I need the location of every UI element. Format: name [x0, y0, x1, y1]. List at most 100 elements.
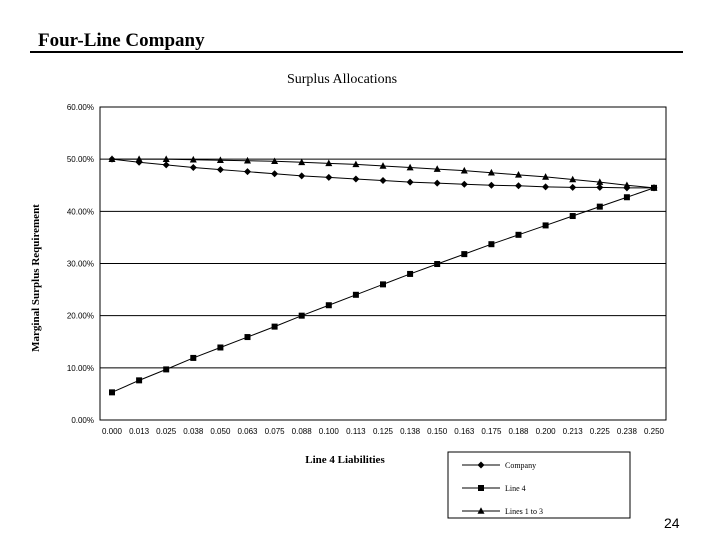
- x-tick-label: 0.225: [590, 427, 611, 436]
- data-point: [244, 334, 251, 341]
- data-point: [515, 171, 522, 178]
- data-point: [108, 155, 116, 162]
- data-point: [487, 168, 495, 176]
- x-tick-label: 0.250: [644, 427, 665, 436]
- y-tick-label: 0.00%: [71, 416, 94, 425]
- x-tick-label: 0.200: [536, 427, 557, 436]
- data-point: [406, 163, 414, 171]
- x-tick-label: 0.113: [346, 427, 366, 436]
- data-point: [244, 156, 251, 164]
- data-point: [352, 160, 360, 168]
- x-tick-label: 0.213: [563, 427, 584, 436]
- title-divider: [30, 51, 683, 53]
- data-point: [217, 344, 224, 351]
- data-point: [271, 170, 279, 178]
- data-point: [162, 155, 170, 162]
- legend-entry-company: Company: [462, 461, 536, 470]
- data-point: [216, 166, 224, 174]
- legend-label: Lines 1 to 3: [505, 507, 543, 516]
- x-tick-label: 0.038: [183, 427, 204, 436]
- data-point: [569, 213, 576, 220]
- x-tick-label: 0.138: [400, 427, 421, 436]
- data-point: [189, 164, 197, 172]
- x-tick-label: 0.088: [292, 427, 313, 436]
- x-tick-label: 0.025: [156, 427, 177, 436]
- data-point: [379, 177, 387, 185]
- legend-label: Company: [505, 461, 536, 470]
- data-point: [460, 180, 468, 188]
- data-point: [596, 178, 604, 185]
- legend-label: Line 4: [505, 484, 526, 493]
- x-axis-label: Line 4 Liabilities: [305, 454, 385, 466]
- data-point: [407, 270, 414, 277]
- x-tick-label: 0.000: [102, 427, 123, 436]
- series-lines-1-to-3: [108, 155, 658, 191]
- data-point: [216, 156, 224, 164]
- data-point: [298, 158, 306, 166]
- data-point: [542, 222, 549, 229]
- data-point: [487, 181, 495, 189]
- y-tick-labels: 0.00% 10.00% 20.00% 30.00% 40.00% 50.00% 60.00…: [67, 103, 94, 425]
- y-tick-label: 30.00%: [67, 260, 94, 269]
- data-point: [488, 241, 495, 248]
- data-point: [406, 178, 414, 186]
- data-point: [596, 183, 604, 191]
- data-point: [434, 261, 441, 268]
- data-point: [298, 312, 305, 319]
- slide-title: Four-Line Company: [38, 30, 205, 51]
- plot-area-border: [99, 106, 667, 421]
- data-point: [244, 168, 251, 176]
- y-tick-label: 10.00%: [67, 364, 94, 373]
- x-tick-label: 0.188: [508, 427, 529, 436]
- data-point: [515, 231, 522, 238]
- data-point: [461, 251, 468, 258]
- data-point: [190, 354, 197, 361]
- data-point: [569, 183, 577, 191]
- data-point: [379, 162, 387, 169]
- data-point: [136, 377, 143, 384]
- data-point: [325, 159, 333, 167]
- data-point: [623, 194, 630, 201]
- legend-marker: [477, 507, 485, 514]
- data-point: [380, 281, 386, 288]
- y-axis-label: Marginal Surplus Requirement: [30, 204, 42, 352]
- data-point: [271, 157, 279, 165]
- y-tick-label: 20.00%: [67, 312, 94, 321]
- data-point: [433, 179, 441, 187]
- data-point: [623, 181, 631, 189]
- data-point: [460, 166, 468, 174]
- data-point: [325, 302, 332, 309]
- data-point: [596, 203, 603, 210]
- x-tick-label: 0.163: [454, 427, 475, 436]
- data-point: [352, 175, 360, 183]
- series-line-4: [109, 184, 657, 396]
- x-tick-label: 0.238: [617, 427, 638, 436]
- data-point: [162, 161, 170, 169]
- x-tick-label: 0.175: [481, 427, 502, 436]
- page-number: 24: [664, 515, 680, 531]
- gridlines: [100, 106, 666, 421]
- x-tick-label: 0.013: [129, 427, 150, 436]
- x-tick-label: 0.050: [210, 427, 231, 436]
- chart-title: Surplus Allocations: [287, 72, 397, 87]
- data-point: [515, 182, 522, 190]
- data-point: [163, 366, 170, 373]
- data-point: [542, 183, 550, 191]
- legend-entry-line-4: Line 4: [462, 484, 526, 493]
- y-tick-label: 60.00%: [67, 103, 94, 112]
- legend-marker: [477, 461, 485, 469]
- data-point: [542, 173, 550, 180]
- y-tick-label: 50.00%: [67, 155, 94, 164]
- data-point: [569, 175, 577, 183]
- data-point: [135, 155, 143, 162]
- legend-entry-lines-1-to-3: Lines 1 to 3: [462, 507, 543, 516]
- x-tick-labels: 0.000 0.013 0.025 0.038 0.050 0.063 0.075 0.088…: [102, 427, 665, 436]
- legend: Company Line 4 Lines 1 to 3: [447, 451, 631, 519]
- data-point: [109, 389, 115, 396]
- x-tick-label: 0.075: [265, 427, 286, 436]
- data-point: [298, 172, 306, 180]
- data-point: [352, 291, 359, 298]
- series-lines: [108, 155, 658, 396]
- data-point: [271, 323, 278, 330]
